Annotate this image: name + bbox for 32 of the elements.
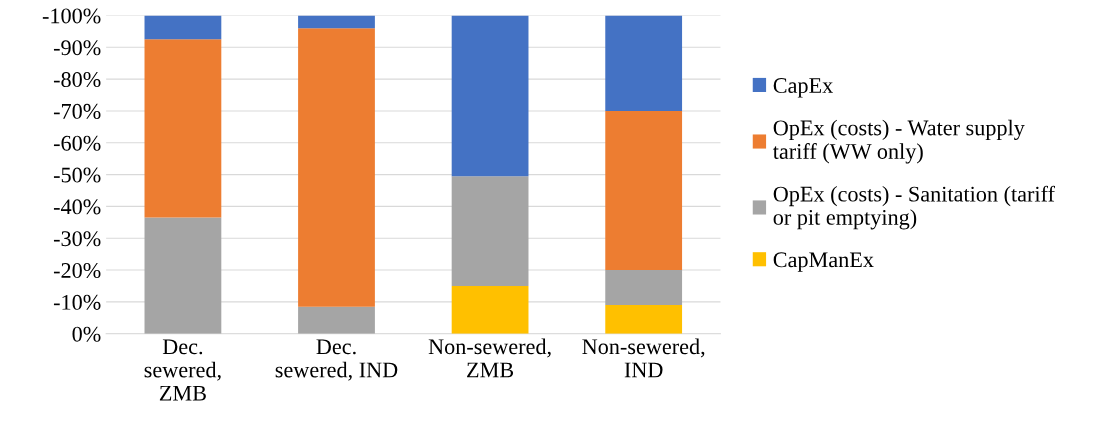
x-tick-label: Dec. sewered, ZMB [144, 339, 221, 401]
bar [605, 110, 683, 271]
legend-label: OpEx (costs) - Sanitation (tariff or pit emptying) [773, 185, 1055, 230]
y-tick-label: -100% [42, 8, 101, 24]
bar [605, 15, 683, 111]
y-tick-label: -10% [53, 294, 101, 310]
bar [298, 28, 375, 307]
x-tick-label: Non-sewered, ZMB [428, 338, 551, 378]
legend-label: CapEx [773, 78, 833, 98]
y-tick-label: 0% [72, 326, 101, 342]
bar [451, 176, 529, 286]
x-tick-label: Dec. sewered, IND [275, 339, 398, 381]
y-tick-label: -60% [53, 135, 101, 151]
y-tick-label: -20% [53, 262, 101, 279]
y-tick-label: -50% [53, 167, 101, 183]
bar [144, 39, 222, 218]
bar [451, 15, 529, 177]
bar [298, 306, 375, 334]
y-tick-label: -80% [53, 72, 101, 88]
bar [605, 305, 683, 334]
bar [298, 15, 375, 29]
legend-label: OpEx (costs) - Water supply tariff (WW only) [772, 119, 1025, 164]
x-tick-label: Non-sewered, IND [582, 338, 705, 378]
bar [144, 217, 222, 334]
y-tick-label: -40% [53, 199, 101, 215]
bar [605, 270, 683, 306]
y-tick-label: -70% [53, 103, 101, 119]
bar [451, 285, 529, 334]
bar [144, 15, 222, 40]
y-tick-label: -90% [53, 40, 101, 56]
y-tick-label: -30% [53, 231, 101, 247]
legend-label: CapManEx [773, 252, 874, 272]
